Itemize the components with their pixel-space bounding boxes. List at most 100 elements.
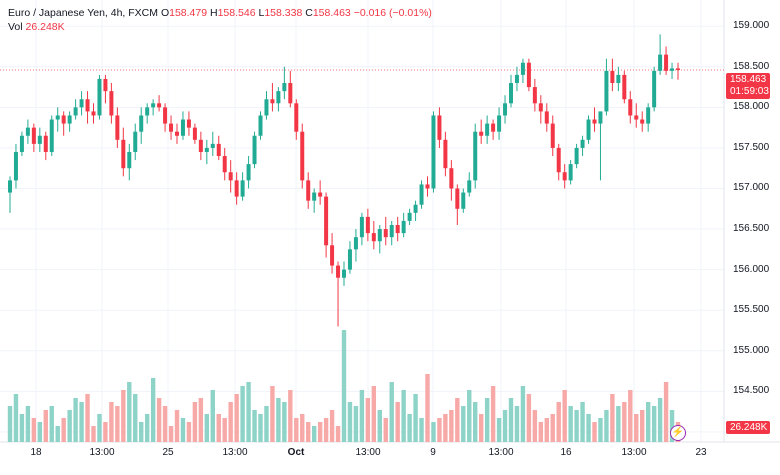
volume-bar xyxy=(258,414,263,442)
volume-bar xyxy=(311,426,317,442)
candle-body xyxy=(186,119,191,128)
candle-body xyxy=(43,135,48,152)
candle-body xyxy=(204,147,209,152)
volume-bar xyxy=(91,426,96,442)
candle-body xyxy=(115,115,120,140)
candle-body xyxy=(568,164,573,181)
volume-bar xyxy=(401,390,406,442)
close-label: C xyxy=(305,7,313,19)
candle-body xyxy=(288,83,293,104)
volume-bar xyxy=(538,422,544,442)
time-axis-label: 13:00 xyxy=(89,447,115,458)
last-price-value: 158.463 xyxy=(730,74,767,85)
symbol-name[interactable]: Euro / Japanese Yen, 4h, FXCM xyxy=(8,7,159,19)
candle-body xyxy=(228,172,233,181)
volume-bar xyxy=(252,410,257,442)
volume-bar xyxy=(61,418,66,442)
candle-body xyxy=(562,172,567,181)
candle-body xyxy=(91,111,96,116)
candle-body xyxy=(419,184,424,205)
candle-body xyxy=(431,115,436,189)
volume-bar xyxy=(407,414,412,442)
time-axis-label: 13:00 xyxy=(355,447,381,458)
price-axis-label: 156.500 xyxy=(733,223,770,235)
candle-body xyxy=(646,107,651,124)
volume-bar xyxy=(73,398,78,442)
volume-bar xyxy=(228,402,233,442)
time-axis-label: 13:00 xyxy=(222,447,248,458)
candle-body xyxy=(449,168,454,189)
time-axis-label: 18 xyxy=(30,447,42,458)
volume-bar xyxy=(544,418,549,442)
volume-tag: 26.248K xyxy=(726,421,770,434)
price-axis-label: 155.500 xyxy=(733,304,770,316)
candle-body xyxy=(580,139,585,148)
candle-body xyxy=(455,188,460,209)
candle-body xyxy=(503,103,508,116)
candle-body xyxy=(538,103,543,112)
candle-body xyxy=(55,115,60,120)
chart-legend: Euro / Japanese Yen, 4h, FXCM O158.479 H… xyxy=(8,6,432,34)
volume-bar xyxy=(335,426,341,442)
volume-bar xyxy=(502,410,508,442)
volume-bar xyxy=(365,398,371,442)
volume-bar xyxy=(377,410,382,442)
candle-body xyxy=(127,151,132,169)
volume-bar xyxy=(371,386,377,442)
candle-body xyxy=(49,119,54,152)
volume-bar xyxy=(109,402,114,442)
volume-bar xyxy=(79,402,84,442)
volume-bar xyxy=(514,406,520,442)
candle-body xyxy=(342,269,346,278)
volume-bar xyxy=(616,406,621,442)
volume-bar xyxy=(115,406,120,442)
time-axis-label: 16 xyxy=(560,447,572,458)
candle-body xyxy=(634,115,639,120)
candle-body xyxy=(61,115,66,124)
volume-bar xyxy=(425,374,430,442)
candle-body xyxy=(467,180,472,193)
volume-bar xyxy=(645,402,651,442)
candle-body xyxy=(121,139,126,169)
candle-body xyxy=(318,192,323,197)
volume-bar xyxy=(222,418,227,442)
volume-bar xyxy=(55,426,60,442)
last-price-tag: 158.463 01:59:03 xyxy=(726,73,770,99)
candle-body xyxy=(103,78,108,92)
volume-bar xyxy=(37,422,43,442)
volume-bar xyxy=(455,398,460,442)
volume-bar xyxy=(133,394,138,442)
volume-bar xyxy=(85,394,90,442)
candle-body xyxy=(180,119,185,136)
volume-bar xyxy=(383,418,388,442)
volume-bar xyxy=(294,418,299,442)
candle-body xyxy=(210,143,215,148)
volume-label[interactable]: Vol xyxy=(8,21,23,33)
volume-bar xyxy=(317,422,323,442)
volume-bar xyxy=(478,414,484,442)
candle-body xyxy=(216,143,221,157)
volume-bar xyxy=(264,406,269,442)
volume-bar xyxy=(19,414,25,442)
volume-bar xyxy=(97,414,102,442)
candle-body xyxy=(330,245,335,266)
candle-body xyxy=(240,180,245,197)
candle-body xyxy=(234,180,239,197)
candle-body xyxy=(473,131,478,181)
candle-body xyxy=(8,180,12,193)
volume-bar xyxy=(144,414,150,442)
volume-bar xyxy=(353,406,359,442)
volume-bar xyxy=(210,390,215,442)
volume-bar xyxy=(431,422,436,442)
volume-bar xyxy=(413,394,418,442)
lightning-icon[interactable]: ⚡ xyxy=(670,425,686,441)
volume-bar xyxy=(526,394,532,442)
volume-bar xyxy=(67,410,72,442)
candle-body xyxy=(151,103,156,108)
candle-body xyxy=(616,74,621,84)
price-axis-label: 156.000 xyxy=(733,263,770,275)
candle-body xyxy=(222,156,227,173)
volume-bar xyxy=(580,402,585,442)
